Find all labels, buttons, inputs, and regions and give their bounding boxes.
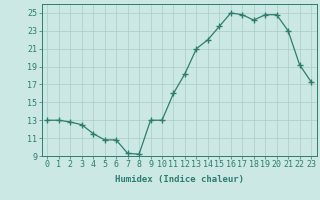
X-axis label: Humidex (Indice chaleur): Humidex (Indice chaleur) — [115, 175, 244, 184]
